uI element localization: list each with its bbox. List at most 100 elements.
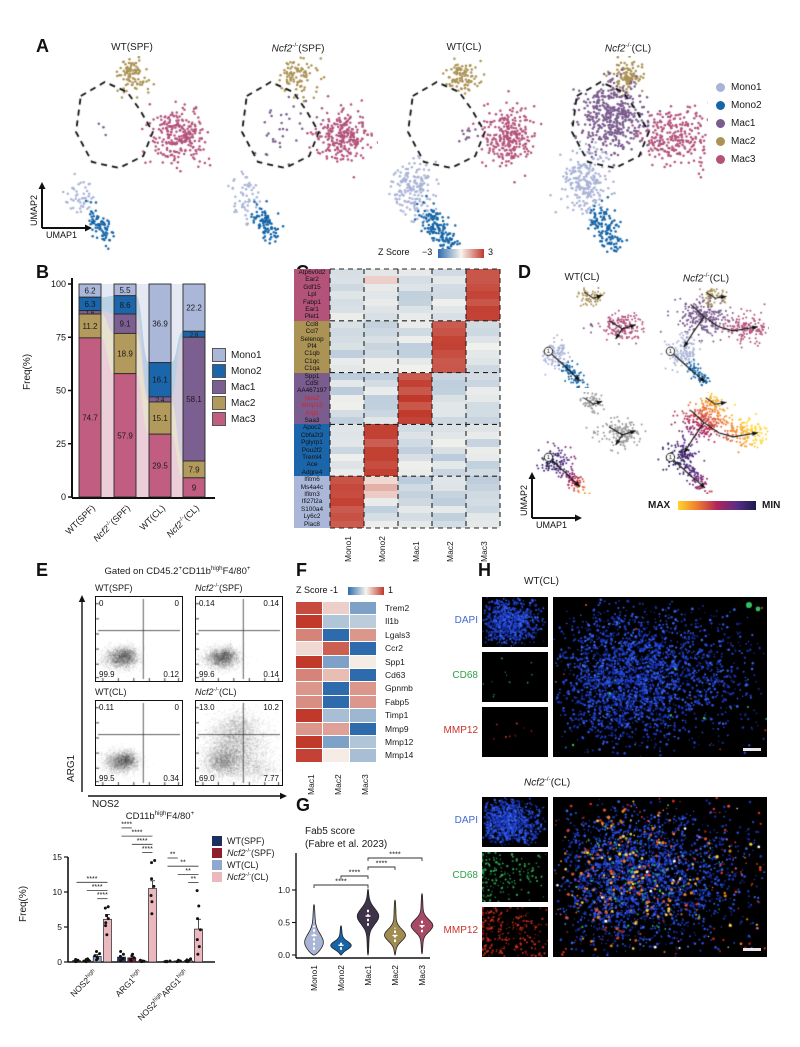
c-heat-cell [466,357,500,366]
e2-legend: WT(SPF) Ncf2-/-(SPF) WT(CL) Ncf2-/-(CL) [212,836,275,884]
cluster-legend-label: Mac3 [731,154,756,165]
c-zscore-gradient [438,249,484,258]
e2-datapoint [94,950,98,953]
c-heat-cell [398,350,432,358]
c-heat-cell [330,446,364,454]
c-heat-cell [466,269,500,277]
h-scale-bar [743,748,761,751]
h-channel-tile [482,852,548,902]
c-heat-cell [432,276,466,284]
c-heat-cell [398,394,432,403]
b-xtick-label: WT(SPF) [63,503,98,537]
c-heat-cell [432,461,466,469]
c-heat-cell [432,320,466,329]
c-heat-cell [364,431,398,440]
b-legend-item: Mac2 [212,396,262,410]
c-heat-cell [364,313,398,321]
f-gene-label: Mmp12 [385,737,414,747]
bar-segment-value: 11.2 [83,322,99,331]
bar-segment-value: 15.1 [152,414,168,423]
e2-bar [148,888,157,963]
e2-ylabel: Freq(%) [18,885,29,922]
f-gene-label: Lgals3 [385,629,411,640]
b-xtick-label: Ncf2-/-(SPF) [91,503,133,544]
c-heat-cell [364,468,398,477]
g-sig-stars: **** [389,850,401,859]
c-heat-cell [432,409,466,417]
f-heat-cell [350,749,376,762]
f-heat-cell [350,669,376,682]
h-channel-tile [482,652,548,702]
e-quadrant-ur: 0.14 [263,599,279,608]
bar-segment-value: 57.9 [117,431,133,440]
c-heat-cell [398,365,432,373]
c-heat-cell [466,402,500,410]
e2-datapoint [104,924,108,928]
c-heat-cell [398,461,432,469]
alluvial-ribbon [171,337,183,462]
h-channel-label: DAPI [454,615,478,626]
c-heat-cell [398,520,432,528]
c-gene-label: C1qa [304,365,320,373]
g-ytick-label: 0.0 [278,950,290,960]
e2-datapoint [74,958,78,962]
h-channel-tile [482,907,548,957]
b-ylabel: Freq(%) [22,353,33,390]
c-heat-cell [398,513,432,521]
e2-sig-stars: **** [132,830,143,837]
umap-plot-3 [548,56,708,256]
d-min-label: MIN [762,500,781,511]
umap-axes: UMAP2 UMAP1 [519,472,582,530]
c-heat-cell [330,328,364,336]
e-flow-plot: 13.0 10.2 69.0 7.77 [195,700,283,786]
c-heat-cell [432,291,466,299]
panel-label-e: E [36,560,49,580]
e2-datapoint [150,877,154,881]
e-flow-plot: 0 0 99.9 0.12 [95,596,183,682]
c-heat-cell [432,454,466,462]
alluvial-ribbon [136,295,149,397]
c-heat-cell [432,365,466,373]
f-zscore-label: Z Score -1 [296,585,339,595]
e2-legend-label: WT(CL) [227,860,259,870]
c-col-label: Mono2 [377,536,387,562]
c-gene-label: Plet1 [304,313,320,321]
e2-datapoint [176,958,180,962]
c-heat-cell [466,372,500,380]
d-max-label: MAX [648,500,671,511]
e2-legend-swatch [212,872,222,882]
c-heat-cell [330,409,364,417]
bar-segment-value: 29.5 [152,462,168,471]
c-heat-cell [398,402,432,410]
c-heat-cell [330,417,364,425]
e-quadrant-lr: 0.34 [163,774,179,783]
c-heat-cell [398,291,432,299]
e2-legend-swatch [212,848,222,858]
alluvial-ribbon [171,402,183,478]
c-heat-cell [364,461,398,469]
c-heat-cell [364,343,398,351]
c-heat-cell [398,431,432,440]
g-sig-bracket [367,857,423,861]
c-heat-cell [466,483,500,491]
b-legend-item: Mono1 [212,348,262,362]
c-heat-cell [364,328,398,336]
f-heat-cell [350,736,376,749]
c-gene-label: Nos2 [304,394,320,402]
d-trajectory-umap-0 [535,286,647,388]
umap-condition-title: WT(CL) [446,42,482,53]
c-gene-label: C1qb [304,350,320,358]
c-heat-cell [330,491,364,499]
c-heat-cell [364,306,398,314]
c-gene-label: Arg1 [305,409,319,417]
e2-datapoint [153,859,157,862]
c-gene-label: Fabp1 [302,298,322,306]
h-merged-tile [553,797,767,957]
d-condition-title: Ncf2-/-(CL) [682,272,730,285]
c-heat-cell [330,402,364,410]
g-violin-Mac2 [384,899,406,956]
g-xtick-label: Mono1 [309,965,319,991]
e-quadrant-ll: 69.0 [199,774,215,783]
c-heat-cell [330,298,364,306]
